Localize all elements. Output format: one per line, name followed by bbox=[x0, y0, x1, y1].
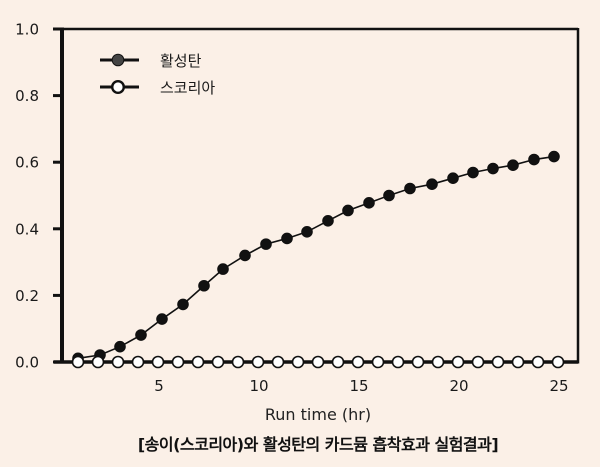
x-tick-label: 25 bbox=[549, 377, 568, 395]
data-point bbox=[426, 178, 438, 190]
data-point bbox=[411, 355, 425, 369]
y-tick-label: 0.8 bbox=[15, 87, 39, 105]
data-point bbox=[191, 355, 205, 369]
data-point bbox=[404, 182, 416, 195]
y-tick-label: 0.0 bbox=[15, 354, 39, 372]
data-point bbox=[171, 355, 185, 369]
data-point bbox=[301, 225, 313, 238]
x-tick-label: 20 bbox=[449, 377, 468, 395]
data-point bbox=[291, 355, 305, 369]
legend-label: 스코리아 bbox=[160, 79, 215, 97]
data-point bbox=[548, 150, 560, 163]
data-point bbox=[351, 355, 365, 369]
data-point bbox=[156, 313, 168, 325]
data-point bbox=[491, 355, 505, 369]
series-activated-carbon bbox=[72, 150, 560, 365]
data-point bbox=[331, 355, 345, 369]
data-point bbox=[371, 355, 385, 369]
data-point bbox=[239, 249, 251, 262]
data-point bbox=[311, 355, 325, 369]
x-tick-label: 10 bbox=[249, 377, 268, 395]
data-point bbox=[131, 355, 145, 369]
data-point bbox=[467, 166, 479, 179]
data-point bbox=[383, 189, 395, 202]
data-point bbox=[528, 153, 540, 166]
data-point bbox=[260, 238, 272, 250]
x-tick-label: 15 bbox=[349, 377, 368, 395]
data-point bbox=[342, 204, 354, 217]
data-point bbox=[251, 355, 265, 369]
data-point bbox=[391, 355, 405, 369]
data-point bbox=[91, 355, 105, 369]
series-layer bbox=[71, 150, 565, 369]
filled-circle-icon bbox=[111, 53, 125, 67]
data-point bbox=[551, 355, 565, 369]
x-axis: 5 10 15 20 25 bbox=[154, 377, 568, 395]
data-point bbox=[271, 355, 285, 369]
data-point bbox=[231, 355, 245, 369]
x-axis-label: Run time (hr) bbox=[264, 405, 372, 424]
series-line bbox=[77, 155, 555, 360]
data-point bbox=[151, 355, 165, 369]
data-point bbox=[507, 159, 519, 171]
data-point bbox=[451, 355, 465, 369]
data-point bbox=[471, 355, 485, 369]
y-tick-label: 0.6 bbox=[15, 154, 39, 172]
y-axis: 0.0 0.2 0.4 0.6 0.8 1.0 bbox=[15, 21, 62, 372]
open-circle-icon bbox=[110, 79, 125, 94]
data-point bbox=[363, 197, 375, 209]
series-scoria bbox=[71, 355, 565, 369]
y-tick-label: 1.0 bbox=[15, 21, 39, 39]
y-tick-label: 0.2 bbox=[15, 287, 39, 305]
data-point bbox=[114, 340, 126, 353]
data-point bbox=[431, 355, 445, 369]
data-point bbox=[135, 329, 147, 341]
data-point bbox=[198, 279, 210, 292]
plot-frame bbox=[54, 27, 580, 364]
data-point bbox=[322, 215, 334, 227]
data-point bbox=[111, 355, 125, 369]
figure-caption: [송이(스코리아)와 활성탄의 카드뮴 흡착효과 실험결과] bbox=[137, 435, 499, 454]
data-point bbox=[487, 162, 499, 175]
y-tick-label: 0.4 bbox=[15, 220, 39, 238]
data-point bbox=[531, 355, 545, 369]
data-point bbox=[447, 172, 459, 184]
data-point bbox=[217, 263, 229, 275]
data-point bbox=[177, 298, 189, 311]
data-point bbox=[71, 355, 85, 369]
data-point bbox=[511, 355, 525, 369]
data-point bbox=[211, 355, 225, 369]
x-tick-label: 5 bbox=[154, 377, 164, 395]
data-point bbox=[281, 232, 293, 245]
legend-label: 활성탄 bbox=[160, 52, 202, 70]
